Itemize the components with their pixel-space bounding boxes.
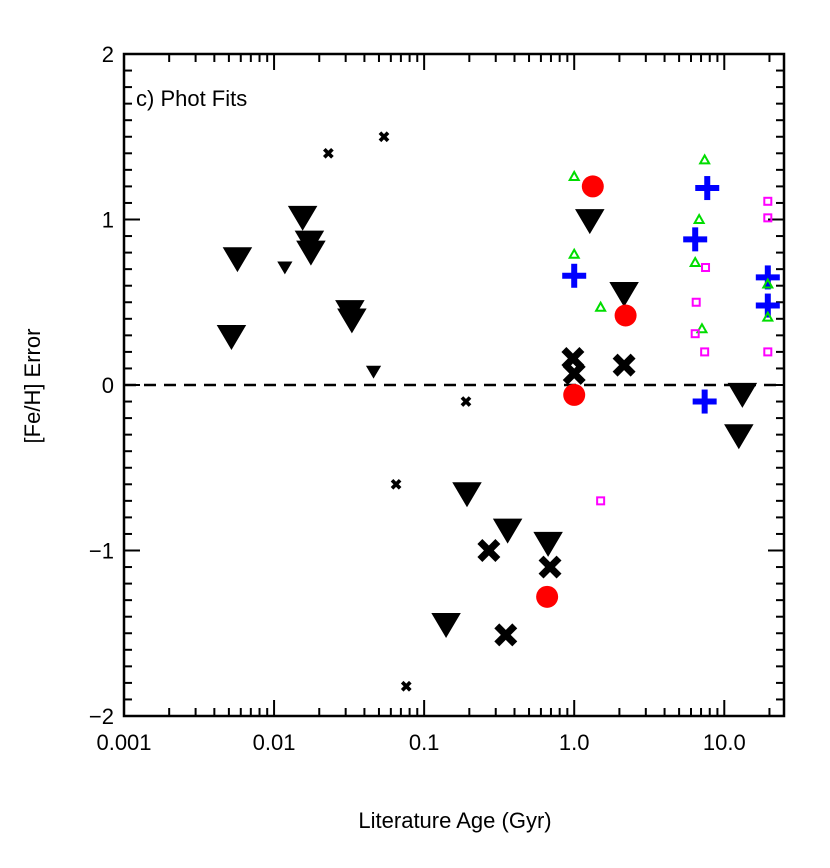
x-tick-label: 10.0 [703,730,746,755]
triangle-down-marker [727,382,758,408]
y-tick-label: −1 [89,539,114,564]
open-square-marker [763,347,773,357]
x-marker [460,396,472,407]
open-triangle-marker [568,247,581,259]
x-marker [322,147,334,159]
triangle-down-marker [452,482,482,508]
open-square-marker [763,213,773,223]
x-axis-title: Literature Age (Gyr) [358,808,551,833]
y-axis-title: [Fe/H] Error [20,329,45,444]
triangle-down-marker [724,424,754,450]
plus-marker [562,263,587,288]
open-triangle-marker [695,322,709,334]
open-square-marker [691,297,701,307]
series-triangles-down [216,205,758,638]
plus-marker [683,227,708,252]
plus-marker [695,176,720,201]
series-open-triangles [568,153,775,334]
x-marker [378,131,390,143]
open-triangle-marker [568,169,581,181]
panel-label: c) Phot Fits [136,86,247,111]
triangle-down-marker [296,240,326,266]
series-plus [562,176,780,414]
open-square-marker [701,262,711,272]
triangle-down-marker [533,531,563,557]
triangle-down-marker [337,308,367,334]
data-points [216,131,780,692]
open-square-marker [763,196,773,206]
x-marker [562,361,586,385]
circle-marker [563,383,586,406]
series-open-squares [596,196,773,506]
circle-marker [581,175,604,198]
triangle-down-marker [575,209,605,235]
circle-marker [614,304,637,327]
open-square-marker [690,329,700,339]
tick-labels: 0.001 0.01 0.1 1.0 10.0 −2 −1 0 1 2 [89,42,746,755]
triangle-down-marker [431,612,461,638]
open-triangle-marker [761,310,775,322]
x-tick-label: 1.0 [559,730,590,755]
triangle-down-marker [365,365,382,379]
open-square-marker [700,347,710,357]
triangle-down-marker [216,325,247,350]
series-crosses [322,131,636,692]
x-tick-label: 0.001 [96,730,151,755]
y-tick-label: 1 [102,208,114,233]
open-triangle-marker [698,153,711,165]
y-tick-label: 0 [102,373,114,398]
open-triangle-marker [761,277,775,289]
axis-ticks [123,54,784,716]
series-filled-circles [536,175,637,608]
plus-marker [755,265,780,290]
open-square-marker [596,496,606,506]
y-tick-label: −2 [89,704,114,729]
x-marker [612,353,636,377]
open-triangle-marker [594,300,607,312]
triangle-down-marker [222,247,253,273]
x-marker [494,623,518,647]
x-marker [477,539,501,562]
open-triangle-marker [692,212,706,224]
triangle-down-marker [609,281,639,307]
x-marker [400,680,412,692]
x-tick-label: 0.1 [409,730,440,755]
x-tick-label: 0.01 [253,730,296,755]
y-tick-label: 2 [102,42,114,67]
x-marker [538,555,562,579]
circle-marker [536,585,559,608]
x-marker [390,478,402,490]
triangle-down-marker [492,518,523,544]
open-triangle-marker [688,255,702,268]
triangle-down-marker [287,205,318,231]
plus-marker [692,389,717,414]
triangle-down-marker [277,261,293,275]
